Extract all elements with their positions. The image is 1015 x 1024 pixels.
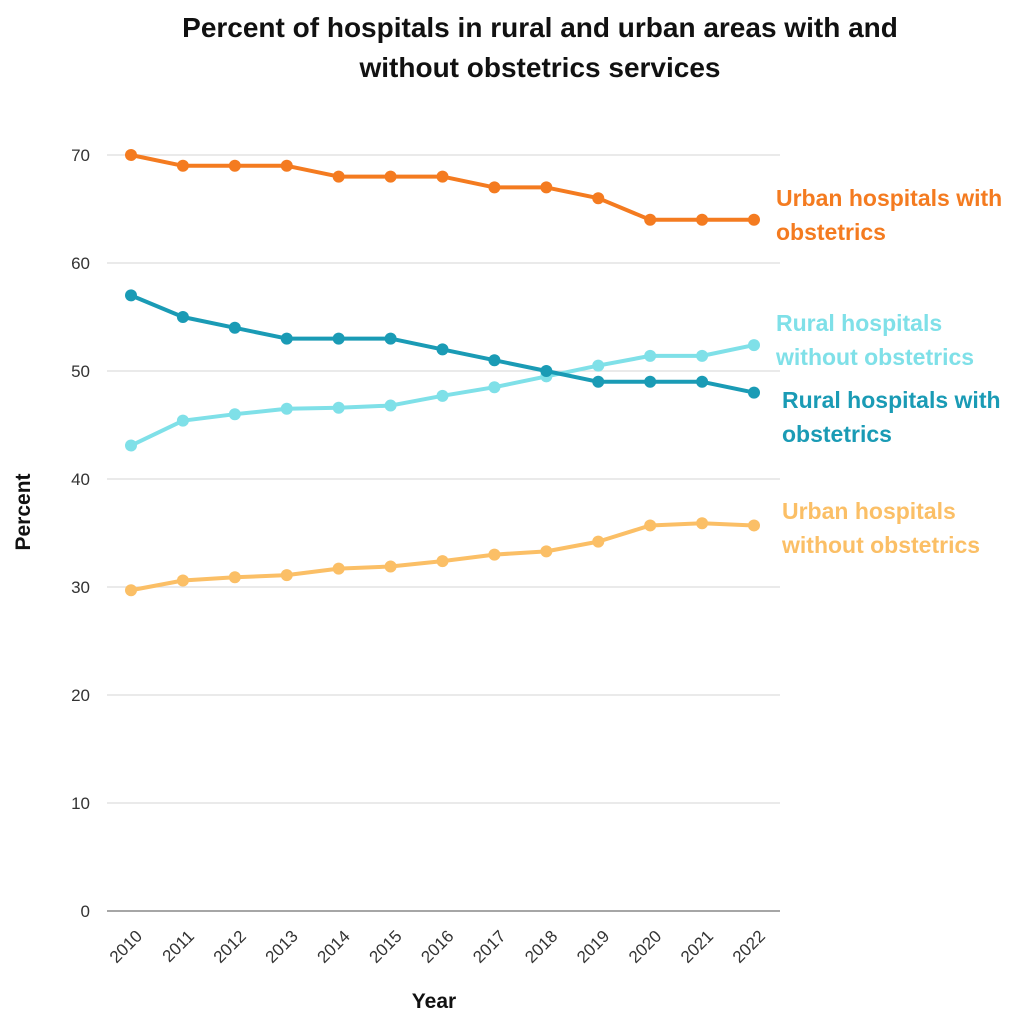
y-tick-label: 60 (71, 254, 90, 273)
data-point (280, 332, 293, 345)
data-point (644, 375, 657, 388)
x-tick-label: 2021 (677, 927, 717, 967)
y-tick-label: 50 (71, 362, 90, 381)
data-point (384, 560, 397, 573)
data-point (644, 519, 657, 532)
data-point (436, 555, 449, 568)
data-point (488, 354, 501, 367)
data-point (332, 332, 345, 345)
x-tick-label: 2010 (106, 927, 146, 967)
data-point (176, 414, 189, 427)
data-point (125, 439, 137, 452)
data-point (436, 170, 449, 183)
data-point (280, 159, 293, 172)
data-point (592, 375, 605, 388)
data-point (488, 381, 501, 394)
x-tick-label: 2014 (314, 927, 354, 967)
data-point (176, 574, 189, 587)
x-tick-label: 2018 (521, 927, 561, 967)
y-tick-label: 40 (71, 470, 90, 489)
data-point (332, 401, 345, 414)
x-tick-label: 2017 (469, 927, 509, 967)
data-point (280, 569, 293, 582)
data-point (176, 159, 189, 172)
data-point (540, 545, 553, 558)
data-point (228, 408, 241, 421)
data-point (332, 562, 345, 575)
data-point (436, 343, 449, 356)
data-point (125, 149, 137, 161)
data-point (696, 349, 709, 362)
y-tick-label: 30 (71, 578, 90, 597)
data-point (488, 181, 501, 194)
x-tick-label: 2012 (210, 927, 250, 967)
data-point (644, 213, 657, 226)
x-tick-label: 2011 (159, 927, 198, 966)
series-label: Rural hospitals without obstetrics (776, 310, 975, 370)
chart-title: Percent of hospitals in rural and urban … (182, 12, 898, 83)
data-point (125, 584, 137, 597)
data-point (280, 402, 293, 415)
y-tick-label: 10 (71, 794, 90, 813)
data-point (696, 517, 709, 530)
data-point (696, 213, 709, 226)
data-point (176, 311, 189, 323)
data-point (384, 170, 397, 183)
data-point (748, 339, 760, 352)
series-label: Urban hospitals without obstetrics (782, 498, 981, 558)
data-point (644, 349, 657, 362)
data-point (228, 159, 241, 172)
data-point (125, 289, 137, 302)
data-point (384, 332, 397, 345)
data-point (592, 192, 605, 205)
y-axis-label: Percent (12, 473, 35, 550)
y-tick-label: 70 (71, 146, 90, 165)
x-axis-label: Year (412, 990, 456, 1013)
series-label: Rural hospitals with obstetrics (782, 387, 1001, 447)
data-point (540, 181, 553, 194)
x-tick-label: 2020 (625, 927, 665, 967)
x-tick-label: 2019 (573, 927, 613, 967)
data-point (488, 548, 501, 561)
x-tick-label: 2013 (262, 927, 302, 967)
data-point (592, 359, 605, 372)
data-point (228, 321, 241, 334)
data-point (540, 365, 553, 377)
data-point (696, 375, 709, 388)
y-tick-label: 20 (71, 686, 90, 705)
data-point (384, 399, 397, 412)
data-point (436, 389, 449, 402)
data-point (228, 571, 241, 584)
x-tick-label: 2016 (417, 927, 457, 967)
data-point (748, 519, 760, 532)
data-point (332, 170, 345, 183)
data-point (748, 386, 760, 399)
series-line (130, 153, 754, 222)
y-tick-label: 0 (81, 902, 90, 921)
data-point (592, 535, 605, 548)
x-tick-label: 2015 (365, 927, 405, 967)
series-label: Urban hospitals with obstetrics (776, 185, 1003, 245)
x-tick-label: 2022 (729, 927, 769, 967)
data-point (748, 213, 760, 226)
